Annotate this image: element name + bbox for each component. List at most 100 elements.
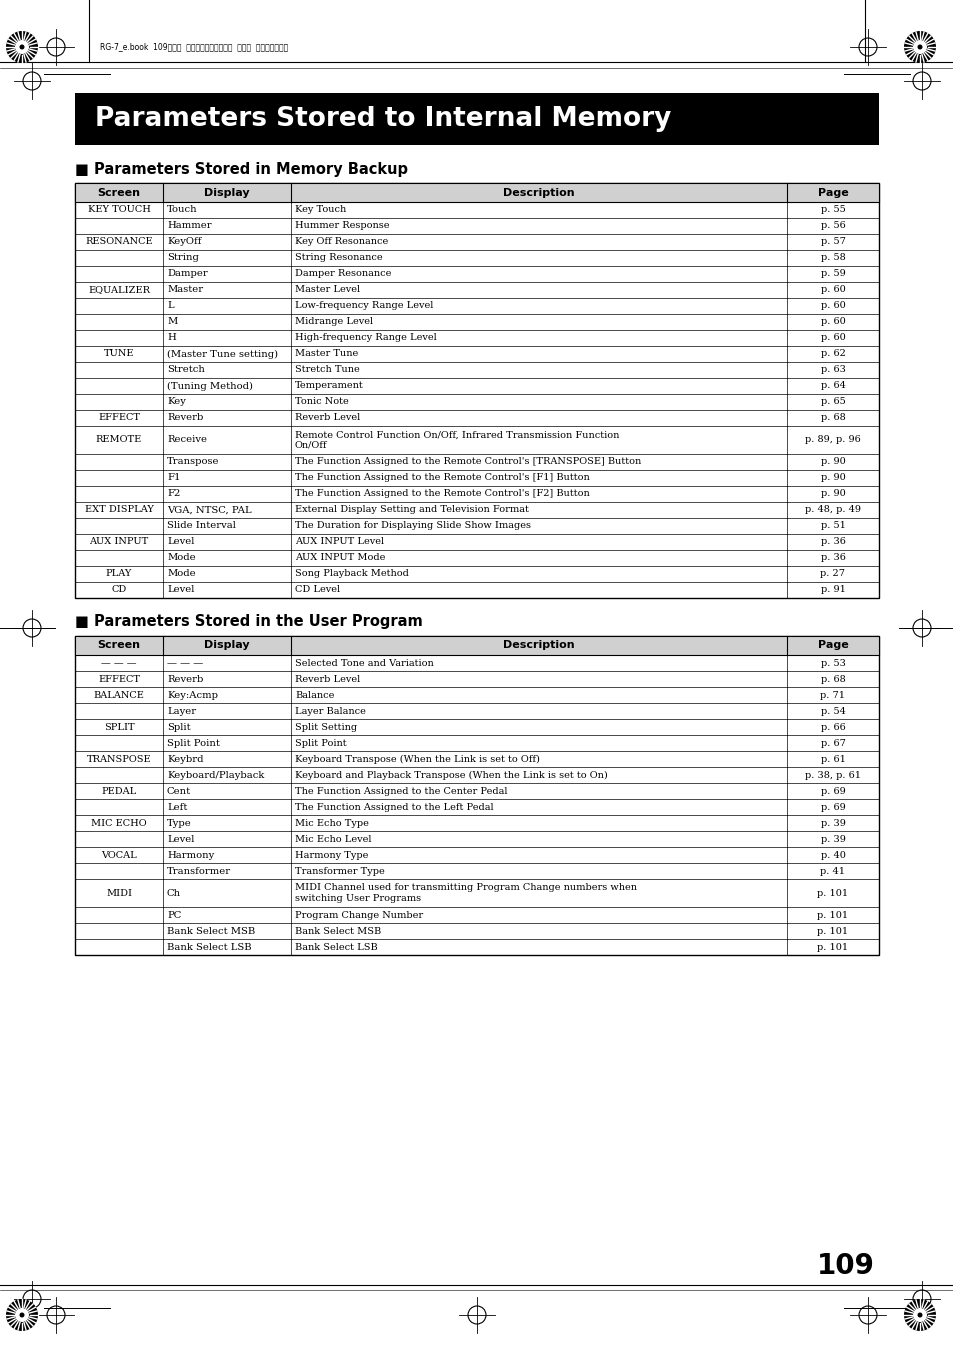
Text: p. 90: p. 90 bbox=[820, 458, 844, 466]
Text: KEY TOUCH: KEY TOUCH bbox=[88, 205, 151, 215]
Text: External Display Setting and Television Format: External Display Setting and Television … bbox=[294, 505, 528, 515]
Text: RG-7_e.book  109ページ  ２００５年２月１４日  月曜日  午前９時４５分: RG-7_e.book 109ページ ２００５年２月１４日 月曜日 午前９時４５… bbox=[100, 42, 288, 51]
Text: Selected Tone and Variation: Selected Tone and Variation bbox=[294, 658, 434, 667]
Text: Reverb Level: Reverb Level bbox=[294, 674, 360, 684]
Text: REMOTE: REMOTE bbox=[95, 435, 142, 444]
Text: Mic Echo Level: Mic Echo Level bbox=[294, 835, 371, 843]
Text: p. 68: p. 68 bbox=[820, 674, 844, 684]
Text: p. 69: p. 69 bbox=[820, 786, 844, 796]
Text: p. 101: p. 101 bbox=[817, 943, 847, 951]
Text: Keyboard Transpose (When the Link is set to Off): Keyboard Transpose (When the Link is set… bbox=[294, 754, 539, 763]
Text: PLAY: PLAY bbox=[106, 570, 132, 578]
Text: p. 48, p. 49: p. 48, p. 49 bbox=[804, 505, 861, 515]
Text: Layer Balance: Layer Balance bbox=[294, 707, 366, 716]
Text: MIC ECHO: MIC ECHO bbox=[91, 819, 147, 828]
Text: Left: Left bbox=[167, 802, 187, 812]
Text: Hammer: Hammer bbox=[167, 222, 212, 231]
Text: p. 62: p. 62 bbox=[820, 350, 844, 358]
Text: p. 57: p. 57 bbox=[820, 238, 844, 246]
Circle shape bbox=[6, 31, 38, 63]
Text: The Function Assigned to the Remote Control's [F1] Button: The Function Assigned to the Remote Cont… bbox=[294, 473, 589, 482]
Text: Damper Resonance: Damper Resonance bbox=[294, 269, 391, 278]
Text: p. 54: p. 54 bbox=[820, 707, 844, 716]
Text: VOCAL: VOCAL bbox=[101, 851, 136, 859]
Text: p. 60: p. 60 bbox=[820, 317, 844, 327]
Text: Mode: Mode bbox=[167, 554, 195, 562]
Text: Low-frequency Range Level: Low-frequency Range Level bbox=[294, 301, 433, 311]
Text: p. 65: p. 65 bbox=[820, 397, 844, 407]
Text: Screen: Screen bbox=[97, 640, 140, 650]
Text: p. 68: p. 68 bbox=[820, 413, 844, 423]
Text: AUX INPUT Mode: AUX INPUT Mode bbox=[294, 554, 385, 562]
Text: Key Off Resonance: Key Off Resonance bbox=[294, 238, 388, 246]
Text: The Duration for Displaying Slide Show Images: The Duration for Displaying Slide Show I… bbox=[294, 521, 531, 531]
Circle shape bbox=[903, 31, 935, 63]
Circle shape bbox=[15, 1308, 29, 1323]
Text: Keyboard and Playback Transpose (When the Link is set to On): Keyboard and Playback Transpose (When th… bbox=[294, 770, 607, 780]
Text: p. 71: p. 71 bbox=[820, 690, 844, 700]
Text: H: H bbox=[167, 334, 175, 343]
Text: Split Setting: Split Setting bbox=[294, 723, 356, 731]
Text: Display: Display bbox=[204, 188, 250, 197]
Text: p. 58: p. 58 bbox=[820, 254, 844, 262]
Text: Description: Description bbox=[502, 188, 575, 197]
Text: switching User Programs: switching User Programs bbox=[294, 894, 420, 902]
Text: SPLIT: SPLIT bbox=[104, 723, 134, 731]
Text: p. 39: p. 39 bbox=[820, 819, 844, 828]
Circle shape bbox=[917, 1313, 922, 1317]
Text: PC: PC bbox=[167, 911, 181, 920]
Text: M: M bbox=[167, 317, 177, 327]
Text: Bank Select LSB: Bank Select LSB bbox=[167, 943, 252, 951]
Text: Receive: Receive bbox=[167, 435, 207, 444]
Circle shape bbox=[19, 45, 25, 50]
Text: Balance: Balance bbox=[294, 690, 334, 700]
Text: AUX INPUT Level: AUX INPUT Level bbox=[294, 538, 384, 547]
Text: Parameters Stored to Internal Memory: Parameters Stored to Internal Memory bbox=[95, 105, 671, 132]
Text: Key: Key bbox=[167, 397, 186, 407]
Text: Reverb: Reverb bbox=[167, 413, 203, 423]
Text: EFFECT: EFFECT bbox=[98, 413, 140, 423]
Text: Reverb: Reverb bbox=[167, 674, 203, 684]
Text: Temperament: Temperament bbox=[294, 381, 363, 390]
Text: p. 60: p. 60 bbox=[820, 285, 844, 295]
Text: p. 55: p. 55 bbox=[820, 205, 844, 215]
Text: Screen: Screen bbox=[97, 188, 140, 197]
Text: p. 61: p. 61 bbox=[820, 754, 844, 763]
Bar bbox=[75, 93, 878, 145]
Text: Transformer Type: Transformer Type bbox=[294, 866, 384, 875]
Circle shape bbox=[912, 1308, 926, 1323]
Text: KeyOff: KeyOff bbox=[167, 238, 201, 246]
Text: Page: Page bbox=[817, 640, 847, 650]
Text: F2: F2 bbox=[167, 489, 180, 499]
Text: On/Off: On/Off bbox=[294, 440, 327, 450]
Text: Page: Page bbox=[817, 188, 847, 197]
Text: AUX INPUT: AUX INPUT bbox=[90, 538, 149, 547]
Text: Slide Interval: Slide Interval bbox=[167, 521, 235, 531]
Text: p. 27: p. 27 bbox=[820, 570, 844, 578]
Bar bbox=[75, 182, 878, 598]
Text: Cent: Cent bbox=[167, 786, 191, 796]
Text: p. 90: p. 90 bbox=[820, 489, 844, 499]
Text: p. 39: p. 39 bbox=[820, 835, 844, 843]
Text: VGA, NTSC, PAL: VGA, NTSC, PAL bbox=[167, 505, 252, 515]
Circle shape bbox=[15, 41, 29, 54]
Text: Touch: Touch bbox=[167, 205, 197, 215]
Text: The Function Assigned to the Left Pedal: The Function Assigned to the Left Pedal bbox=[294, 802, 493, 812]
Text: p. 41: p. 41 bbox=[820, 866, 844, 875]
Text: Harmony Type: Harmony Type bbox=[294, 851, 368, 859]
Text: Level: Level bbox=[167, 835, 194, 843]
Text: p. 40: p. 40 bbox=[820, 851, 844, 859]
Text: RESONANCE: RESONANCE bbox=[85, 238, 152, 246]
Text: (Tuning Method): (Tuning Method) bbox=[167, 381, 253, 390]
Text: EXT DISPLAY: EXT DISPLAY bbox=[85, 505, 153, 515]
Text: p. 64: p. 64 bbox=[820, 381, 844, 390]
Text: EFFECT: EFFECT bbox=[98, 674, 140, 684]
Circle shape bbox=[917, 45, 922, 50]
Text: p. 66: p. 66 bbox=[820, 723, 844, 731]
Text: Keyboard/Playback: Keyboard/Playback bbox=[167, 770, 264, 780]
Text: Split: Split bbox=[167, 723, 191, 731]
Text: Transpose: Transpose bbox=[167, 458, 219, 466]
Text: p. 67: p. 67 bbox=[820, 739, 844, 747]
Text: String Resonance: String Resonance bbox=[294, 254, 382, 262]
Text: p. 69: p. 69 bbox=[820, 802, 844, 812]
